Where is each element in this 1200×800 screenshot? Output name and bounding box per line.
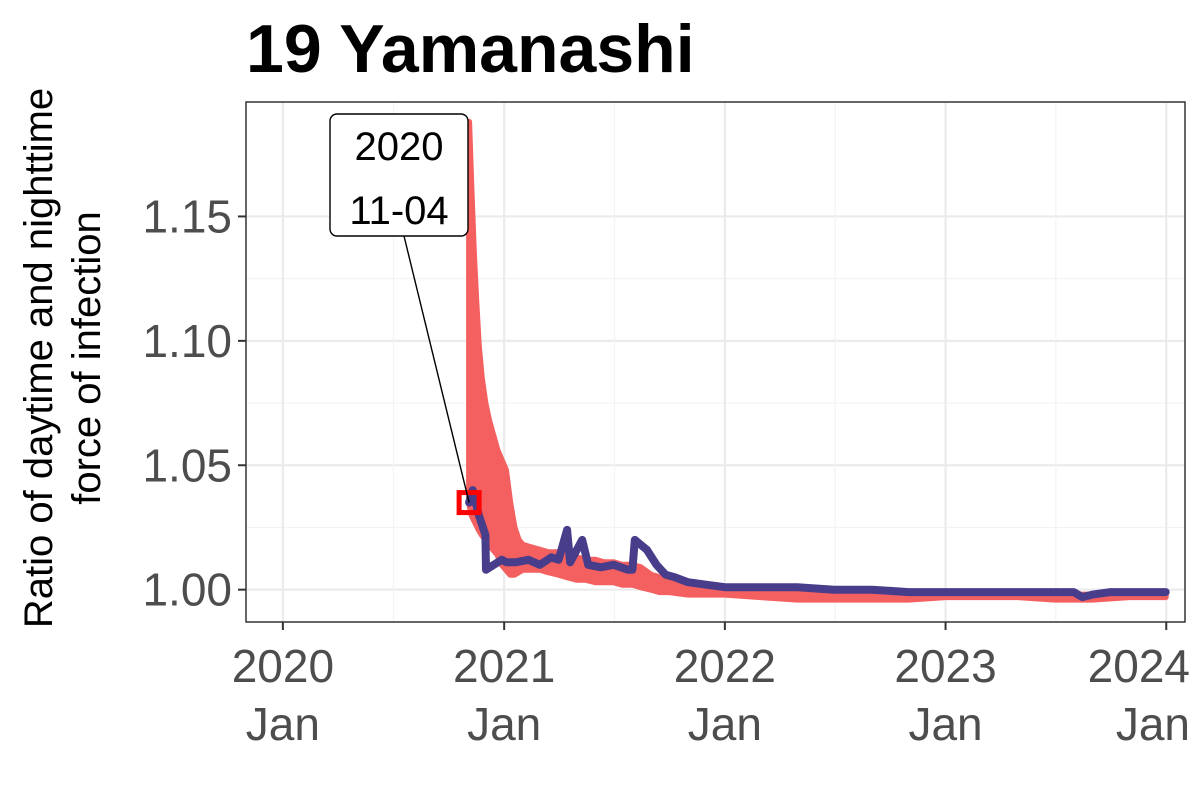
x-tick-label: Jan [908, 698, 982, 750]
y-tick-label: 1.15 [142, 190, 232, 242]
annotation-box [329, 113, 469, 237]
x-tick-label: Jan [688, 698, 762, 750]
y-tick-label: 1.10 [142, 315, 232, 367]
x-tick-label: Jan [246, 698, 320, 750]
series-band-1 [466, 118, 1169, 603]
x-tick-label: 2022 [674, 640, 776, 692]
x-tick-label: 2023 [894, 640, 996, 692]
annotation-text: 2020 [355, 125, 444, 169]
annotation-leader-line [403, 235, 470, 503]
y-axis-label: Ratio of daytime and nighttime force of … [17, 88, 109, 628]
series-layer [456, 118, 1170, 603]
x-tick-label: Jan [467, 698, 541, 750]
y-tick-label: 1.05 [142, 439, 232, 491]
y-tick-label: 1.00 [142, 564, 232, 616]
y-axis-label-line-2: force of infection [65, 211, 109, 505]
panel-border [245, 101, 1186, 623]
annotation-text: 11-04 [349, 189, 448, 233]
grid [246, 102, 1185, 622]
x-tick-label: 2024 [1088, 640, 1190, 692]
chart-title: 19 Yamanashi [246, 11, 695, 87]
x-tick-label: 2020 [232, 640, 334, 692]
x-tick-label: Jan [1116, 698, 1190, 750]
x-tick-label: 2021 [453, 640, 555, 692]
annotation: 2020 11-04 [329, 113, 470, 503]
x-axis-ticks: 2020 Jan 2021 Jan 2022 Jan 2023 Jan 2024 Jan [232, 622, 1190, 750]
y-axis-ticks: 1.00 1.05 1.10 1.15 [142, 190, 246, 616]
y-axis-label-line-1: Ratio of daytime and nighttime [17, 88, 61, 628]
highlight-marker [456, 490, 482, 516]
series-line-2 [465, 486, 1170, 602]
